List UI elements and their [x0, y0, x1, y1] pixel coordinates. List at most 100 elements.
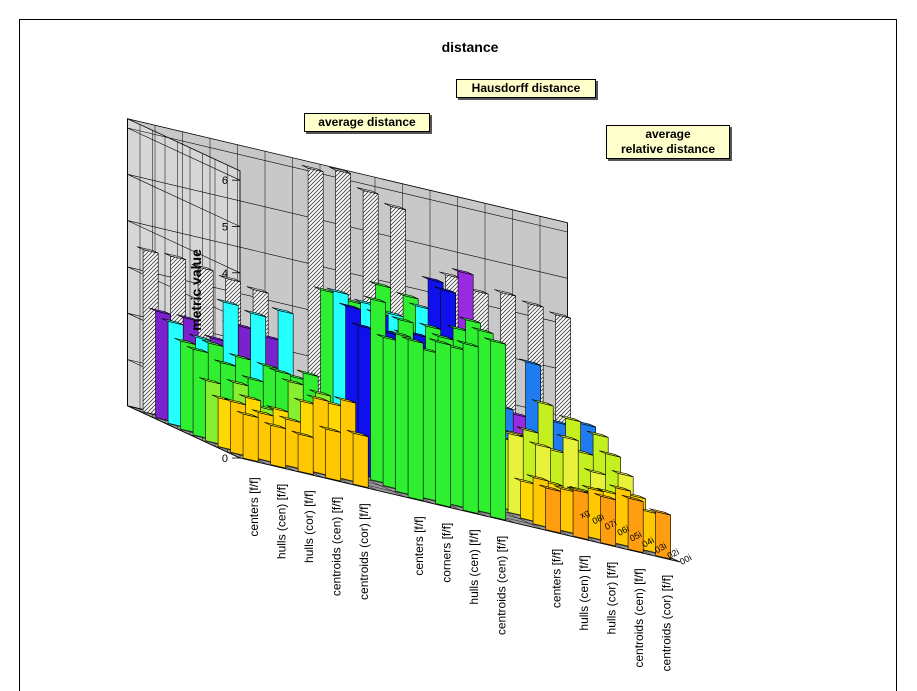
bar-02i-2-top	[279, 415, 301, 423]
bar-06i-8-top	[421, 275, 444, 284]
bar-03i-9-top	[514, 477, 536, 485]
depth-tick-label: 00i	[678, 552, 693, 566]
bar-00i-5	[407, 339, 424, 501]
bar-08i-1-top	[176, 314, 199, 322]
depth-tick-label: 05i	[628, 529, 643, 543]
bar-00i-2-top	[291, 430, 314, 438]
bar-04i-10-top	[529, 441, 551, 449]
bar-06i-1-top	[201, 339, 224, 347]
bar-07i-11-top	[519, 358, 541, 366]
y-tick-label: 5	[222, 222, 228, 234]
bar-00i-9	[545, 487, 561, 534]
bar-xg-0-top	[136, 246, 159, 254]
y-axis-label: metric value	[188, 249, 204, 331]
x-tick-label: centroids (cen) [f/f]	[329, 497, 343, 596]
bar-07i-0-top	[161, 318, 184, 326]
bar-04i-4-top	[309, 389, 331, 397]
bar-xg-9-top	[439, 271, 461, 279]
bar-00i-7-top	[456, 340, 479, 348]
bar-00i-1	[270, 424, 286, 469]
annotation-hausdorff-distance: Hausdorff distance	[456, 79, 596, 98]
x-tick-label: hulls (cen) [f/f]	[577, 555, 591, 630]
chart-title: distance	[442, 39, 499, 55]
bar-07i-8-top	[409, 302, 431, 310]
x-tick-label: centers [f/f]	[247, 477, 261, 536]
bar-02i-0-top	[224, 398, 246, 406]
depth-tick-label: 06i	[615, 523, 630, 537]
bar-03i-7-top	[431, 333, 454, 341]
bar-04i-8-top	[446, 324, 469, 332]
bar-04i-12-top	[584, 468, 606, 476]
bar-08i-9-top	[451, 268, 474, 276]
bar-00i-6	[435, 341, 451, 508]
bar-06i-10-top	[504, 429, 526, 437]
bar-05i-0-top	[186, 345, 209, 354]
y-tick-label: 4	[222, 268, 228, 280]
bar-06i-12-top	[559, 414, 581, 423]
bar-07i-5-top	[326, 287, 349, 295]
bar-08i-8-top	[396, 292, 419, 300]
bar-00i-10-top	[566, 486, 589, 494]
bar-02i-9-top	[526, 474, 549, 482]
bar-06i-3-top	[256, 361, 279, 370]
bar-07i-3-top	[244, 309, 266, 317]
bar-08i-5-top	[314, 286, 336, 294]
x-tick-label: hulls (cen) [f/f]	[467, 529, 481, 604]
bar-xg-8-top	[384, 203, 406, 211]
x-tick-label: centroids (cor) [f/f]	[357, 503, 371, 600]
bar-05i-3-top	[269, 367, 291, 375]
annotation-average-distance: average distance	[304, 113, 430, 132]
bar-00i-3-top	[319, 425, 341, 433]
bar-03i-2-top	[266, 405, 289, 413]
bar-xg-12-top	[521, 300, 544, 308]
bar-00i-5-top	[401, 336, 424, 344]
bar-xg-7-top	[356, 187, 379, 195]
bar-00i-0-top	[236, 410, 259, 418]
bar-05i-4-top	[296, 369, 319, 377]
bar-05i-8-top	[434, 286, 456, 294]
x-tick-label: hulls (cen) [f/f]	[274, 484, 288, 559]
bar-xg-3-top	[219, 275, 241, 283]
bar-04i-13-top	[611, 470, 634, 478]
bar-04i-7-top	[419, 322, 441, 330]
x-tick-label: corners [f/f]	[439, 523, 453, 583]
bar-05i-1-top	[214, 359, 236, 367]
bar-05i-13-top	[599, 450, 621, 458]
bar-02i-11-top	[581, 484, 604, 492]
depth-tick-label: xg	[578, 507, 591, 520]
bar-08i-0-top	[149, 307, 171, 315]
bar-xg-11-top	[494, 289, 516, 297]
x-tick-label: centroids (cen) [f/f]	[494, 536, 508, 635]
bar-00i-8	[490, 340, 506, 521]
bar-00i-0	[242, 413, 259, 462]
bar-06i-0-top	[174, 337, 196, 345]
x-tick-label: hulls (cor) [f/f]	[302, 490, 316, 563]
bar-04i-3-top	[281, 378, 304, 386]
bar-00i-9-top	[539, 484, 561, 492]
bar-05i-2-top	[241, 375, 264, 383]
bar-05i-5-top	[351, 322, 374, 330]
floor-grid	[127, 405, 241, 459]
bar-02i-4-top	[334, 396, 356, 404]
bar-03i-5-top	[376, 334, 399, 342]
x-tick-label: centers [f/f]	[412, 516, 426, 575]
bar-02i-8-top	[471, 326, 494, 335]
x-tick-label: hulls (cor) [f/f]	[604, 562, 618, 635]
bar-00i-2	[297, 433, 314, 475]
bar-xg-5-top	[301, 164, 324, 173]
bar-06i-2-top	[229, 353, 251, 361]
depth-tick-label: 02i	[665, 547, 680, 561]
y-tick-label: 0	[222, 453, 228, 465]
depth-tick-label: 03i	[653, 541, 668, 555]
bar-00i-7	[462, 342, 479, 514]
bar-00i-1-top	[264, 421, 286, 430]
bar-00i-12-top	[621, 494, 644, 502]
bar-00i-3	[325, 428, 341, 482]
y-tick-label: 6	[222, 175, 228, 187]
bar-02i-1-top	[251, 409, 274, 417]
bar-xg-4-top	[246, 286, 269, 294]
x-tick-label: centroids (cor) [f/f]	[659, 575, 673, 672]
bar-07i-1-top	[189, 333, 211, 341]
bar-00i-11-top	[594, 493, 616, 501]
